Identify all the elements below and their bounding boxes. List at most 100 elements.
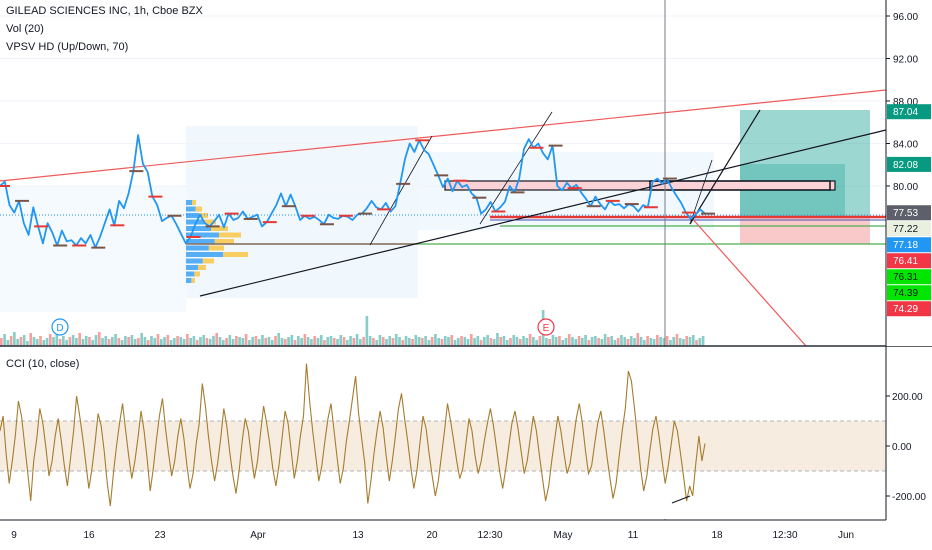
volume-bar: [437, 338, 441, 346]
volume-bar: [564, 338, 568, 346]
volume-bar: [345, 340, 349, 346]
time-axis[interactable]: [0, 520, 932, 550]
volume-bar: [607, 337, 610, 346]
volume-indicator-label[interactable]: Vol (20): [6, 23, 44, 35]
volume-bar: [133, 339, 137, 346]
price-badge-bg: [887, 104, 931, 120]
volume-bar: [577, 336, 581, 346]
session-high-low-ticks: [0, 139, 715, 249]
vpsv-indicator-label[interactable]: VPSV HD (Up/Down, 70): [6, 41, 129, 53]
volume-bar: [597, 338, 600, 346]
ascending-trendline[interactable]: [199, 129, 887, 297]
volume-bar: [189, 338, 192, 346]
cci-indicator-label[interactable]: CCI (10, close): [6, 358, 80, 370]
volume-bar: [290, 335, 294, 346]
volume-bar: [434, 334, 437, 346]
resistance-box-1[interactable]: [444, 180, 836, 191]
volume-bar: [404, 336, 408, 346]
volume-bar: [496, 333, 499, 346]
vp-up-bar: [186, 245, 209, 251]
volume-bar: [476, 336, 480, 346]
dividend-marker-label: D: [56, 323, 63, 334]
volume-bar: [231, 339, 235, 346]
cci-axis[interactable]: [887, 347, 932, 519]
upper-channel-line[interactable]: [0, 89, 887, 182]
volume-bar: [450, 335, 454, 346]
cci-divergence-line[interactable]: [671, 495, 691, 504]
volume-bar: [646, 336, 649, 346]
volume-bar: [114, 334, 117, 346]
volume-bar: [626, 339, 630, 346]
volume-bar: [375, 340, 379, 346]
volume-bar: [430, 337, 434, 346]
volume-bar: [505, 340, 509, 346]
volume-bar: [75, 338, 78, 346]
volume-bar: [424, 336, 427, 346]
earnings-marker[interactable]: E: [537, 318, 555, 336]
volume-bar: [633, 338, 636, 346]
volume-bar: [9, 336, 13, 346]
volume-bar: [584, 335, 587, 346]
volume-bar: [52, 337, 55, 346]
volume-bar: [186, 334, 189, 346]
trendline-steep-1[interactable]: [369, 135, 433, 246]
price-badge-label: 74.29: [893, 304, 918, 315]
price-badge-bg: [887, 285, 931, 301]
vp-up-bar: [186, 232, 219, 238]
time-label: 20: [426, 530, 438, 541]
volume-bar: [225, 338, 228, 346]
vp-down-bar: [195, 206, 202, 212]
volume-bar: [440, 339, 444, 346]
volume-bar: [150, 336, 153, 346]
price-badge: 77.22: [887, 221, 931, 237]
volume-bar: [678, 338, 682, 346]
volume-bar: [261, 335, 264, 346]
volume-bar: [558, 336, 561, 346]
trendline-steep-3[interactable]: [689, 109, 761, 225]
volume-bar: [124, 336, 127, 346]
price-badge-bg: [887, 205, 931, 221]
volume-bar: [528, 334, 532, 346]
cci-tick-label: 0.00: [892, 442, 912, 453]
descending-line[interactable]: [689, 215, 807, 347]
volume-bar: [16, 339, 19, 346]
price-axis-ticks: 96.00 92.00 88.00 84.00 80.00: [886, 12, 918, 193]
vp-up-bar: [186, 271, 195, 277]
price-badge-label: 77.18: [893, 240, 918, 251]
volume-bar: [283, 339, 287, 346]
price-badge: 76.31: [887, 269, 931, 285]
volume-profile-box: [186, 126, 418, 298]
volume-bar: [163, 337, 166, 346]
volume-bar: [551, 335, 555, 346]
cci-line[interactable]: [0, 363, 706, 507]
time-label: Jun: [838, 530, 854, 541]
volume-bar: [332, 338, 336, 346]
volume-bar: [208, 339, 212, 346]
volume-bar: [336, 339, 339, 346]
volume-bar: [691, 335, 695, 346]
volume-bar: [45, 338, 49, 346]
profit-zone[interactable]: [740, 110, 870, 216]
vp-up-bar: [186, 252, 224, 257]
resistance-box-2[interactable]: [649, 180, 831, 191]
volume-bar: [669, 340, 672, 346]
volume-bar: [456, 338, 460, 346]
time-label: 23: [154, 530, 166, 541]
volume-bar: [414, 335, 418, 346]
time-label: May: [554, 530, 573, 541]
symbol-title[interactable]: GILEAD SCIENCES INC, 1h, Cboe BZX: [6, 5, 203, 17]
loss-zone[interactable]: [740, 216, 870, 244]
volume-bar: [339, 335, 343, 346]
volume-bar: [365, 316, 369, 346]
volume-bar: [81, 339, 85, 346]
volume-bar: [192, 336, 196, 346]
price-tick-label: 92.00: [893, 55, 918, 66]
volume-bar: [287, 337, 290, 346]
volume-bar: [303, 334, 307, 346]
price-line[interactable]: [0, 134, 706, 249]
dividend-marker[interactable]: D: [51, 318, 69, 336]
volume-bar: [642, 340, 646, 346]
volume-bar: [466, 339, 470, 346]
volume-bar: [199, 337, 202, 346]
